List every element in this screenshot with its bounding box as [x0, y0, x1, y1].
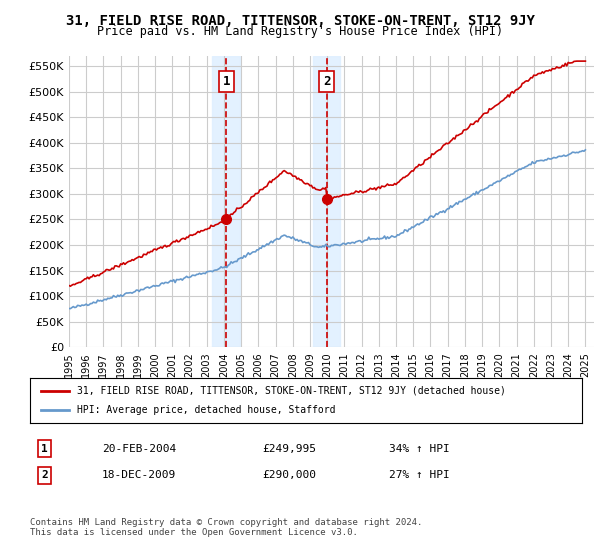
- Text: 31, FIELD RISE ROAD, TITTENSOR, STOKE-ON-TRENT, ST12 9JY (detached house): 31, FIELD RISE ROAD, TITTENSOR, STOKE-ON…: [77, 385, 506, 395]
- Text: 1: 1: [223, 75, 230, 88]
- Text: 1: 1: [41, 444, 48, 454]
- Text: 2: 2: [323, 75, 330, 88]
- Bar: [313, 56, 340, 347]
- Text: 27% ↑ HPI: 27% ↑ HPI: [389, 470, 449, 480]
- Text: HPI: Average price, detached house, Stafford: HPI: Average price, detached house, Staf…: [77, 405, 335, 416]
- Text: 34% ↑ HPI: 34% ↑ HPI: [389, 444, 449, 454]
- Bar: [212, 56, 240, 347]
- Text: 20-FEB-2004: 20-FEB-2004: [102, 444, 176, 454]
- Text: £290,000: £290,000: [262, 470, 316, 480]
- Text: £249,995: £249,995: [262, 444, 316, 454]
- Text: 2: 2: [41, 470, 48, 480]
- Text: 31, FIELD RISE ROAD, TITTENSOR, STOKE-ON-TRENT, ST12 9JY: 31, FIELD RISE ROAD, TITTENSOR, STOKE-ON…: [65, 14, 535, 28]
- Text: Price paid vs. HM Land Registry's House Price Index (HPI): Price paid vs. HM Land Registry's House …: [97, 25, 503, 38]
- Text: 18-DEC-2009: 18-DEC-2009: [102, 470, 176, 480]
- Text: Contains HM Land Registry data © Crown copyright and database right 2024.
This d: Contains HM Land Registry data © Crown c…: [30, 518, 422, 538]
